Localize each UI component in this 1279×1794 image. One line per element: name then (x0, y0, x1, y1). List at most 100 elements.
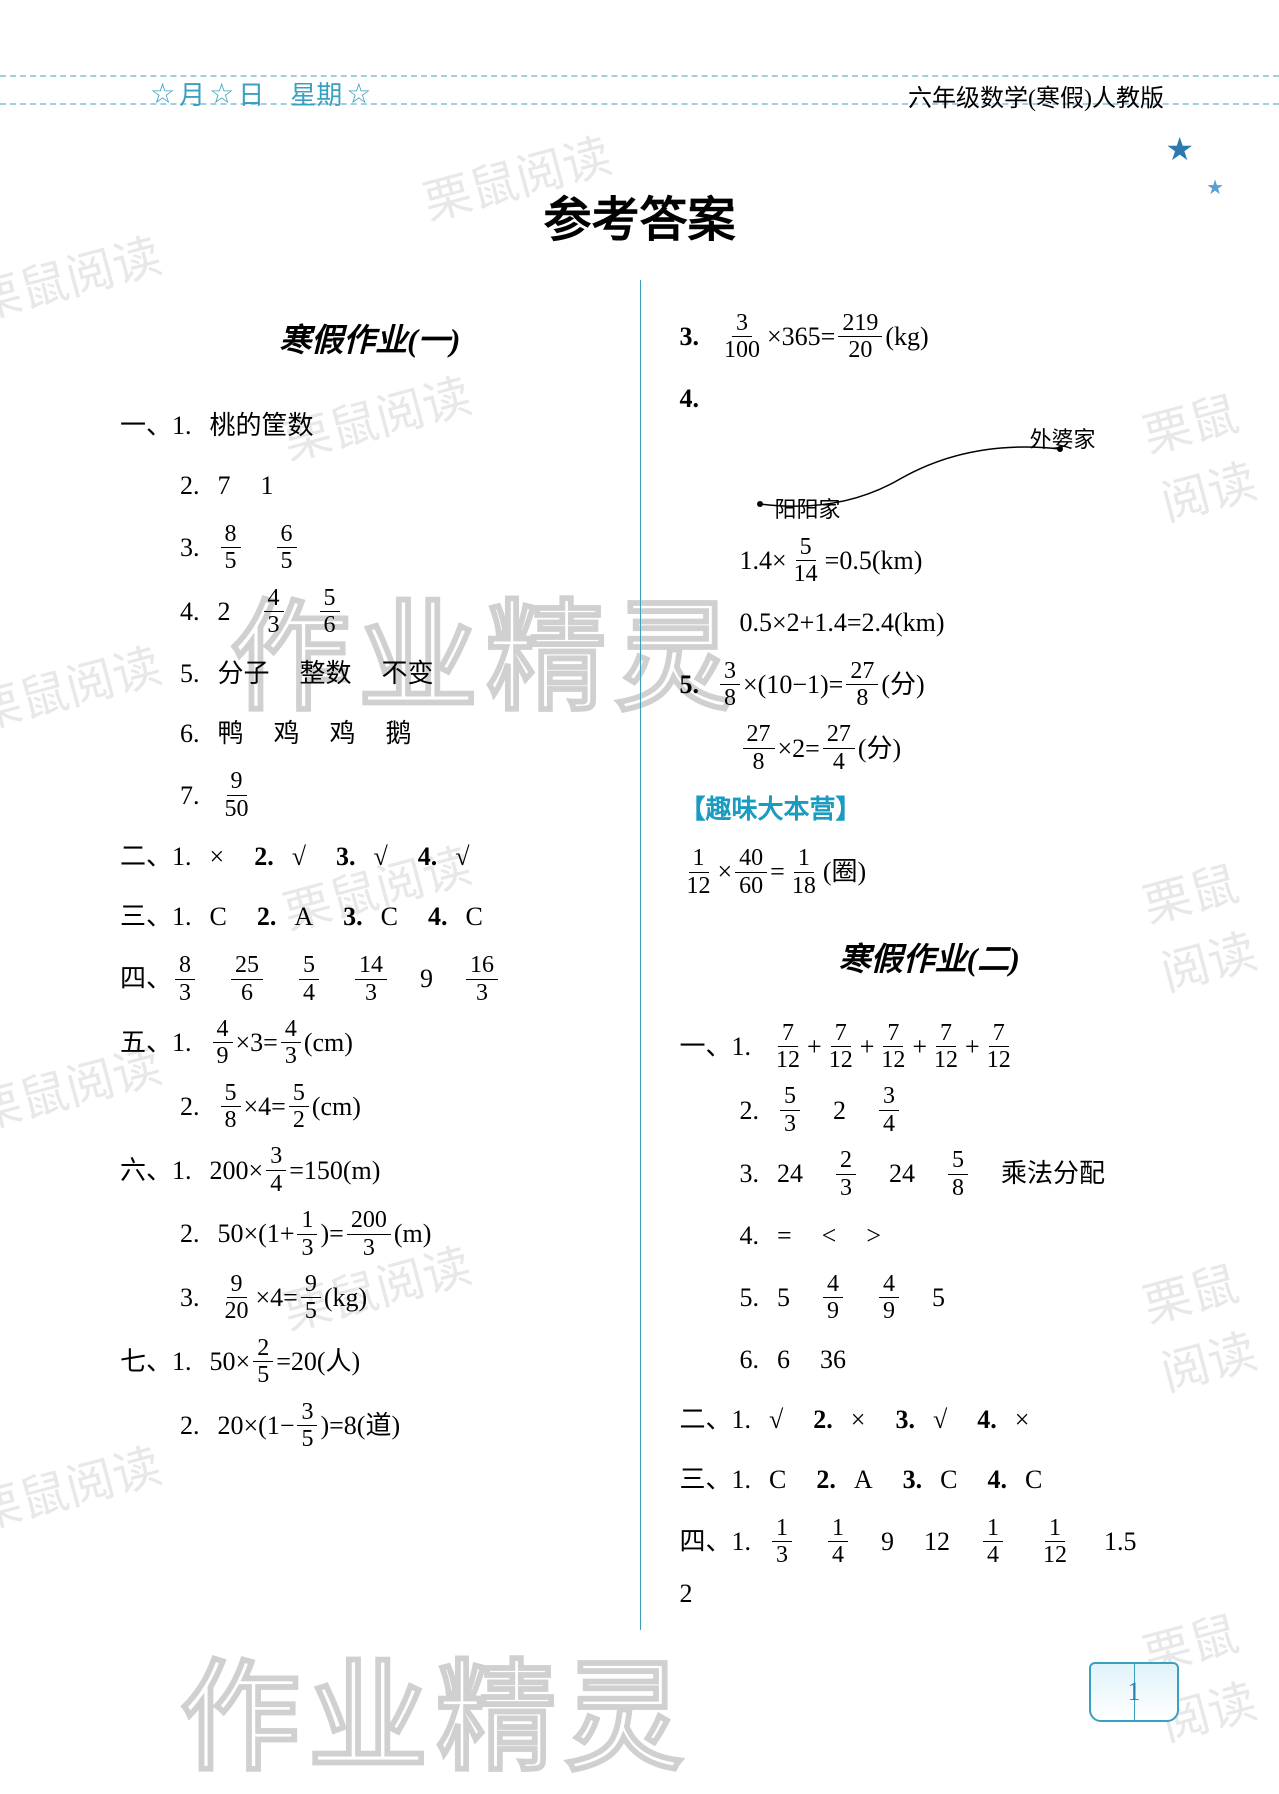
answer-value: √ (769, 1395, 783, 1444)
answer-value: C (210, 892, 227, 941)
q-label: 4. (680, 374, 700, 423)
fraction: 14 (828, 1515, 848, 1569)
answer-line: 一、1. 712 + 712 + 712 + 712 + 712 (680, 1020, 1180, 1074)
q-label: 4. (740, 1211, 760, 1260)
equation-text: × (718, 847, 733, 896)
answer-line: 七、1. 50× 25 =20(人) (120, 1335, 620, 1389)
star-icon: ☆ (150, 77, 175, 111)
answer-value: × (210, 832, 225, 881)
answer-line: 三、1. C 2. A 3. C 4. C (120, 892, 620, 942)
plus: + (807, 1022, 822, 1071)
answer-value: √ (373, 832, 387, 881)
answer-value: A (854, 1455, 873, 1504)
q-label: 2. (740, 1086, 760, 1135)
content: 寒假作业(一) 一、1. 桃的筐数 2. 7 1 3. 85 65 4. 2 4… (0, 250, 1279, 1628)
corner-star-icon: ★ (1165, 130, 1194, 168)
section-2-title: 寒假作业(二) (680, 929, 1180, 990)
equation-text: 50×(1+ (218, 1209, 295, 1258)
q-label: 3. (680, 312, 700, 361)
q-label: 2. (180, 1401, 200, 1450)
answer-value: 5 (777, 1273, 790, 1322)
answer-line: 2. 20×(1− 35 )=8(道) (120, 1399, 620, 1453)
equation-text: =150(m) (289, 1146, 380, 1195)
q-label: 5. (180, 649, 200, 698)
q-label: 4. (418, 832, 438, 881)
q-label: 2. (180, 1209, 200, 1258)
answer-value: C (1025, 1455, 1042, 1504)
answer-value: < (822, 1211, 837, 1260)
answer-value: C (940, 1455, 957, 1504)
fraction: 712 (930, 1020, 962, 1074)
unit-text: (kg) (885, 312, 928, 361)
answer-line: 5. 分子 整数 不变 (120, 648, 620, 698)
fraction: 712 (877, 1020, 909, 1074)
fraction: 3100 (720, 310, 764, 364)
answer-value: C (465, 892, 482, 941)
answer-value: √ (933, 1395, 947, 1444)
answer-line: 4. = < > (680, 1211, 1180, 1261)
equation-text: ×3= (236, 1018, 278, 1067)
answer-text: 鹅 (386, 709, 412, 758)
answer-value: × (1015, 1395, 1030, 1444)
unit-text: (cm) (304, 1018, 353, 1067)
answer-line: 5. 5 49 49 5 (680, 1271, 1180, 1325)
answer-line: 2. 7 1 (120, 461, 620, 511)
fraction: 712 (983, 1020, 1015, 1074)
answer-line: 一、1. 桃的筐数 (120, 401, 620, 451)
header-subject: 六年级数学(寒假)人教版 (908, 78, 1164, 113)
bonus-label: 【趣味大本营】 (680, 785, 1180, 835)
answer-value: 1 (261, 461, 274, 510)
book-icon: 1 (1089, 1662, 1179, 1722)
answer-line: 2. 53 2 34 (680, 1083, 1180, 1137)
equation-text: ×365= (767, 312, 835, 361)
equation-text: 200× (210, 1146, 264, 1195)
answer-line: 112 × 4060 = 118 (圈) (680, 845, 1180, 899)
q-label: 3. (180, 1273, 200, 1322)
answer-line: 3. 3100 ×365= 21920 (kg) (680, 310, 1180, 364)
fraction: 35 (297, 1399, 317, 1453)
q-label: 2. (816, 1455, 836, 1504)
fraction: 4060 (735, 845, 767, 899)
q-label: 5. (680, 660, 700, 709)
star-icon: ☆ (209, 77, 234, 111)
q-prefix: 四、1. (680, 1517, 752, 1566)
equation-text: 20×(1− (218, 1401, 295, 1450)
equation-text: 50× (210, 1337, 251, 1386)
header-date: ☆ 月 ☆ 日 星期 ☆ (150, 75, 371, 112)
answer-value: √ (455, 832, 469, 881)
answer-line: 二、1. × 2. √ 3. √ 4. √ (120, 832, 620, 882)
fraction: 58 (948, 1147, 968, 1201)
q-prefix: 一、1. (680, 1022, 752, 1071)
fraction: 43 (264, 585, 284, 639)
answer-value: 2 (680, 1569, 693, 1618)
answer-line: 四、1. 13 14 9 12 14 112 1.5 2 (680, 1515, 1180, 1618)
fraction: 49 (823, 1271, 843, 1325)
unit-text: (m) (394, 1209, 432, 1258)
page-header: ☆ 月 ☆ 日 星期 ☆ 六年级数学(寒假)人教版 ★ ★ (0, 0, 1279, 130)
answer-line: 2. 50×(1+ 13 )= 2003 (m) (120, 1207, 620, 1261)
plus: + (860, 1022, 875, 1071)
q-prefix: 二、1. (120, 832, 192, 881)
plus: + (965, 1022, 980, 1071)
equation-text: ×2= (778, 724, 820, 773)
equation-text: =20(人) (276, 1337, 360, 1386)
answer-value: C (769, 1455, 786, 1504)
answer-line: 5. 38 ×(10−1)= 278 (分) (680, 658, 1180, 712)
answer-value: C (381, 892, 398, 941)
answer-value: 9 (420, 954, 433, 1003)
answer-line: 3. 24 23 24 58 乘法分配 (680, 1147, 1180, 1201)
answer-value: > (866, 1211, 881, 1260)
answer-value: 24 (889, 1149, 915, 1198)
equation-text: =0.5(km) (825, 536, 923, 585)
answer-value: 9 (881, 1517, 894, 1566)
answer-line: 3. 85 65 (120, 521, 620, 575)
fraction: 712 (772, 1020, 804, 1074)
fraction: 920 (221, 1271, 253, 1325)
equation-text: ×4= (256, 1273, 298, 1322)
bonus-section-label: 【趣味大本营】 (680, 785, 862, 834)
q-label: 3. (180, 523, 200, 572)
path-diagram: 阳阳家 外婆家 (720, 434, 1100, 524)
answer-line: 7. 950 (120, 768, 620, 822)
unit-text: (分) (881, 660, 924, 709)
answer-text: 不变 (382, 649, 434, 698)
